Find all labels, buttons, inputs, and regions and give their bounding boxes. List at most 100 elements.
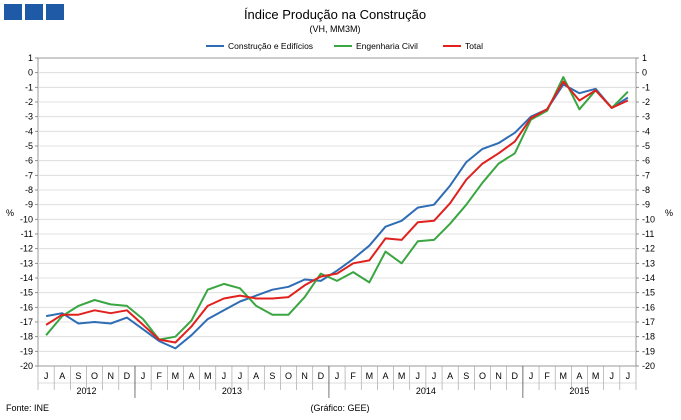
y-tick-label-right: -6	[642, 156, 650, 166]
x-tick-label-month: S	[75, 371, 81, 381]
y-tick-label-left: -20	[20, 361, 33, 371]
x-tick-label-month: D	[124, 371, 131, 381]
y-tick-label-left: -16	[20, 302, 33, 312]
y-tick-label-left: 0	[28, 68, 33, 78]
y-tick-label-left: -11	[21, 229, 33, 239]
x-tick-label-month: M	[172, 371, 180, 381]
x-tick-label-month: N	[107, 371, 114, 381]
x-tick-label-month: J	[222, 371, 227, 381]
y-tick-label-right: -13	[642, 258, 655, 268]
logo-square	[4, 4, 22, 20]
y-tick-label-right: -10	[642, 214, 655, 224]
y-tick-label-left: -6	[25, 156, 33, 166]
y-tick-label-right: -12	[642, 244, 655, 254]
y-tick-label-right: -14	[642, 273, 655, 283]
series-line-2	[45, 80, 629, 344]
legend-label-2: Total	[465, 41, 483, 51]
x-tick-label-month: D	[318, 371, 325, 381]
y-tick-label-right: -17	[642, 317, 655, 327]
x-tick-label-month: S	[463, 371, 469, 381]
x-tick-label-year: 2014	[416, 386, 436, 396]
y-tick-label-right: -2	[642, 97, 650, 107]
y-tick-label-left: 1	[28, 53, 33, 63]
chart-subtitle: (VH, MM3M)	[310, 24, 361, 34]
source-text: Fonte: INE	[6, 403, 49, 413]
y-tick-label-left: -12	[20, 244, 33, 254]
x-tick-label-month: O	[91, 371, 98, 381]
x-tick-label-month: A	[253, 371, 259, 381]
x-tick-label-month: N	[495, 371, 502, 381]
y-tick-label-right: -18	[642, 332, 655, 342]
y-tick-label-left: -18	[20, 332, 33, 342]
y-tick-label-left: -3	[25, 112, 33, 122]
y-tick-label-left: -14	[20, 273, 33, 283]
chart-title: Índice Produção na Construção	[244, 7, 426, 22]
y-tick-label-right: -8	[642, 185, 650, 195]
x-tick-label-month: J	[432, 371, 437, 381]
x-tick-label-month: F	[544, 371, 550, 381]
x-tick-label-month: M	[398, 371, 406, 381]
y-tick-label-right: -15	[642, 288, 655, 298]
plot-frame	[37, 57, 637, 367]
x-tick-label-month: M	[204, 371, 212, 381]
y-tick-label-right: -7	[642, 170, 650, 180]
y-tick-label-left: -7	[25, 170, 33, 180]
x-tick-label-month: J	[610, 371, 615, 381]
y-tick-label-right: -1	[642, 82, 650, 92]
x-tick-label-month: J	[238, 371, 243, 381]
x-tick-label-month: A	[382, 371, 388, 381]
y-tick-label-right: 0	[642, 68, 647, 78]
y-axis-label-right: %	[665, 208, 673, 218]
y-tick-label-left: -17	[20, 317, 33, 327]
x-tick-label-year: 2012	[76, 386, 96, 396]
credit-text: (Gráfico: GEE)	[310, 403, 369, 413]
y-tick-label-left: -5	[25, 141, 33, 151]
x-tick-label-year: 2015	[569, 386, 589, 396]
y-tick-label-right: -9	[642, 200, 650, 210]
y-tick-label-right: -5	[642, 141, 650, 151]
x-tick-label-month: M	[592, 371, 600, 381]
y-tick-label-left: -15	[20, 288, 33, 298]
x-tick-label-month: M	[366, 371, 374, 381]
y-tick-label-left: -2	[25, 97, 33, 107]
y-tick-label-left: -19	[20, 346, 33, 356]
x-tick-label-month: N	[301, 371, 308, 381]
x-tick-label-month: J	[44, 371, 49, 381]
y-tick-label-right: -11	[642, 229, 654, 239]
logo-square	[25, 4, 43, 20]
y-tick-label-right: -19	[642, 346, 655, 356]
x-tick-label-month: M	[560, 371, 568, 381]
y-tick-label-right: -20	[642, 361, 655, 371]
y-axis-label-left: %	[6, 208, 14, 218]
x-tick-label-month: A	[447, 371, 453, 381]
x-tick-label-month: J	[416, 371, 421, 381]
x-tick-label-month: O	[285, 371, 292, 381]
x-tick-label-month: F	[156, 371, 162, 381]
logo	[4, 4, 64, 20]
y-tick-label-right: 1	[642, 53, 647, 63]
x-tick-label-month: S	[269, 371, 275, 381]
x-tick-label-month: A	[576, 371, 582, 381]
x-tick-label-month: O	[479, 371, 486, 381]
x-tick-label-month: J	[141, 371, 146, 381]
series-line-0	[45, 83, 629, 350]
y-tick-label-right: -16	[642, 302, 655, 312]
y-tick-label-left: -10	[20, 214, 33, 224]
y-tick-label-left: -4	[25, 126, 33, 136]
legend-label-0: Construção e Edifícios	[228, 41, 313, 51]
x-tick-label-month: J	[335, 371, 340, 381]
x-tick-label-month: D	[512, 371, 519, 381]
x-tick-label-year: 2013	[222, 386, 242, 396]
x-tick-label-month: A	[189, 371, 195, 381]
y-tick-label-left: -9	[25, 200, 33, 210]
y-tick-label-left: -13	[20, 258, 33, 268]
x-tick-label-month: J	[626, 371, 631, 381]
y-tick-label-right: -4	[642, 126, 650, 136]
logo-square	[46, 4, 64, 20]
y-tick-label-left: -1	[25, 82, 33, 92]
x-tick-label-month: A	[59, 371, 65, 381]
x-tick-label-month: F	[350, 371, 356, 381]
legend-label-1: Engenharia Civil	[356, 41, 418, 51]
y-tick-label-left: -8	[25, 185, 33, 195]
